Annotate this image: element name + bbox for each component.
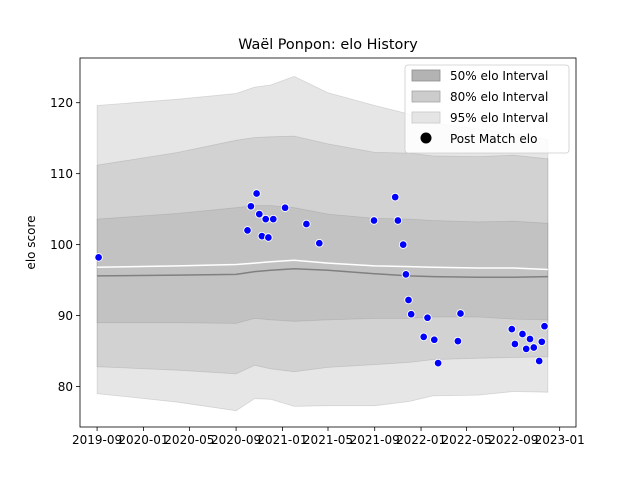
post-match-point: [537, 337, 547, 347]
post-match-point: [401, 270, 411, 279]
y-tick-label: 80: [58, 380, 73, 394]
x-tick-label: 2021-01: [257, 433, 307, 447]
x-axis: 2019-092020-012020-052020-092021-012021-…: [72, 427, 585, 447]
post-match-point: [419, 332, 428, 342]
legend-label-post-match: Post Match elo: [450, 132, 537, 146]
legend-label-50: 50% elo Interval: [450, 69, 548, 83]
mean-elo-line: [97, 268, 548, 279]
post-match-point: [433, 358, 443, 368]
post-match-point: [534, 356, 544, 366]
y-axis-label: elo score: [24, 215, 38, 269]
post-match-point: [404, 295, 413, 305]
post-match-point: [430, 335, 439, 344]
post-match-points: [94, 189, 549, 368]
post-match-point: [456, 309, 465, 318]
legend-swatch-80: [411, 90, 441, 103]
post-match-point: [261, 214, 270, 224]
post-match-point: [243, 226, 252, 235]
post-match-point: [269, 214, 278, 224]
y-tick-label: 90: [58, 309, 73, 323]
post-match-point: [255, 209, 264, 219]
post-match-point: [252, 189, 261, 198]
post-match-point: [393, 216, 403, 225]
post-match-point: [302, 219, 311, 229]
band-50: [96, 205, 549, 324]
x-tick-label: 2022-05: [442, 433, 492, 447]
post-match-point: [525, 334, 535, 344]
x-tick-label: 2023-01: [535, 433, 585, 447]
x-tick-label: 2022-09: [488, 433, 538, 447]
post-match-point: [369, 216, 379, 225]
post-match-point: [398, 240, 408, 249]
chart-legend: 50% elo Interval 80% elo Interval 95% el…: [404, 64, 570, 154]
band-80: [96, 135, 549, 375]
post-match-point: [540, 321, 549, 331]
post-match-point: [518, 329, 527, 339]
legend-box: [404, 64, 570, 154]
x-tick-label: 2022-01: [396, 433, 446, 447]
post-match-point: [507, 324, 517, 334]
x-tick-label: 2020-05: [164, 433, 214, 447]
y-tick-label: 110: [50, 167, 73, 181]
mean-lines: [97, 259, 548, 279]
x-tick-label: 2020-09: [211, 433, 261, 447]
y-tick-label: 120: [50, 96, 73, 110]
y-tick-label: 100: [50, 238, 73, 252]
post-match-point: [453, 336, 463, 346]
legend-label-80: 80% elo Interval: [450, 90, 548, 104]
legend-marker-post-match: [420, 132, 432, 144]
post-match-point: [94, 253, 103, 262]
x-tick-label: 2019-09: [72, 433, 122, 447]
x-tick-label: 2021-09: [350, 433, 400, 447]
legend-swatch-50: [411, 69, 441, 82]
post-match-point: [315, 238, 324, 248]
post-match-point: [423, 313, 432, 322]
post-match-point: [390, 192, 400, 202]
post-match-point: [280, 203, 290, 212]
y-axis: 80 90 100 110 120: [50, 96, 80, 394]
post-match-point: [406, 309, 416, 319]
mean-elo-line-2: [97, 259, 548, 271]
legend-swatch-95: [411, 111, 441, 124]
x-tick-label: 2020-01: [118, 433, 168, 447]
chart-title: Waël Ponpon: elo History: [238, 37, 418, 53]
post-match-point: [529, 343, 539, 352]
post-match-point: [510, 339, 520, 349]
post-match-point: [521, 344, 531, 354]
plot-area: [94, 75, 549, 412]
x-tick-label: 2021-05: [303, 433, 353, 447]
post-match-point: [264, 233, 273, 242]
legend-label-95: 95% elo Interval: [450, 111, 548, 125]
post-match-point: [246, 202, 256, 211]
